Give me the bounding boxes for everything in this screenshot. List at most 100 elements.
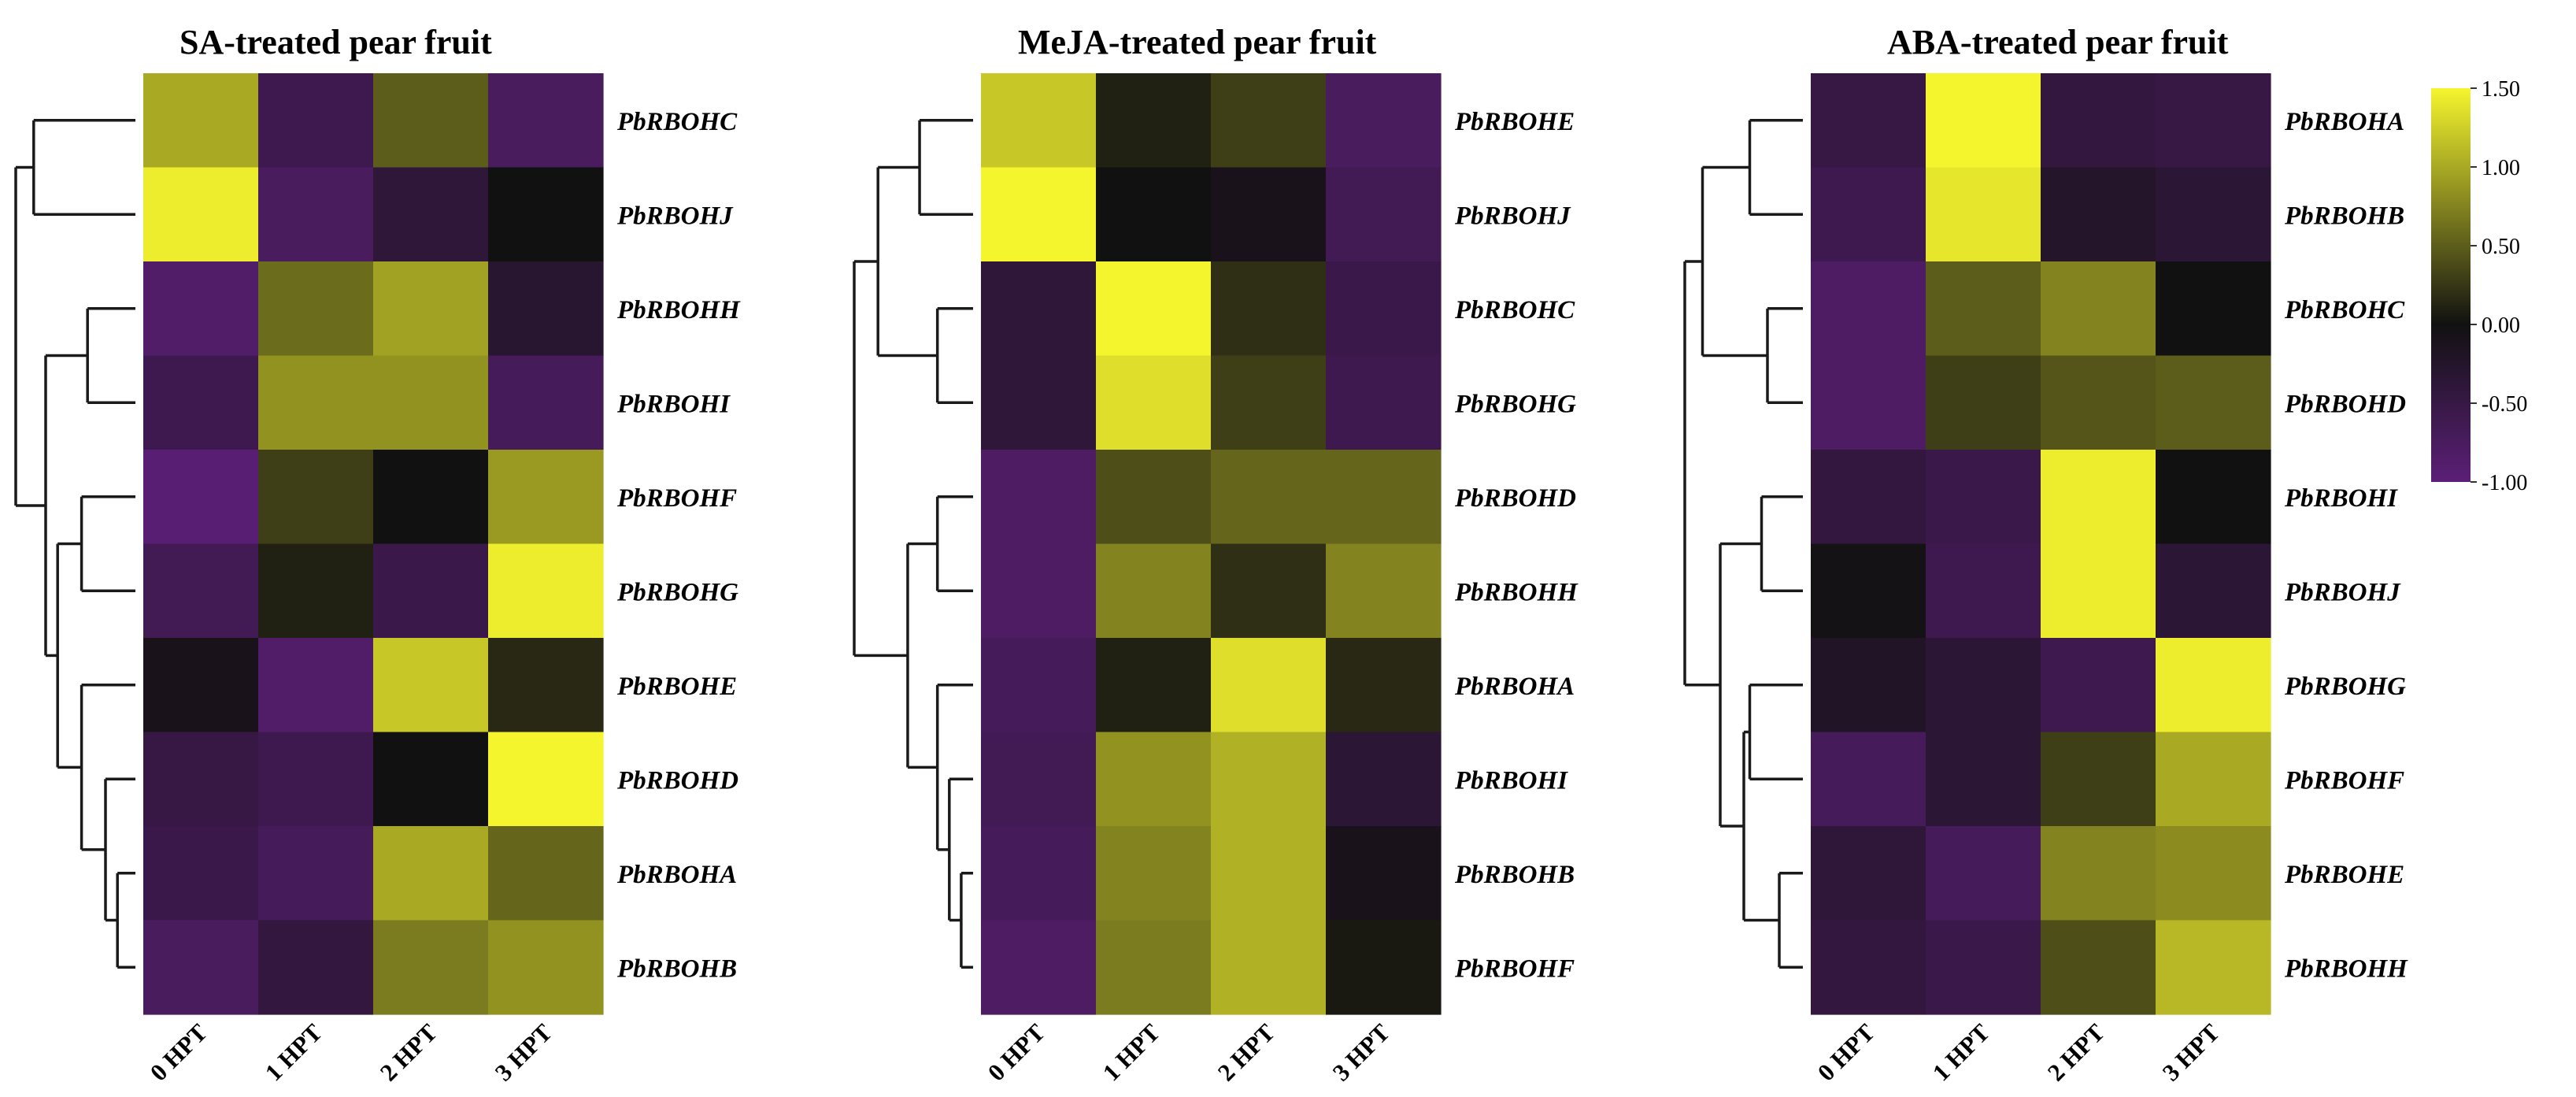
panel1-cell-pbrbohb-0hpt [143, 920, 259, 1015]
panel1-row-label-pbrbohf: PbRBOHF [616, 484, 737, 513]
panel1-col-label-2hpt: 2 HPT [375, 1018, 442, 1086]
panel3-row-label-pbrbohh: PbRBOHH [2284, 954, 2408, 983]
panel2-cell-pbrbohb-1hpt [1096, 826, 1212, 921]
panel3-cell-pbrboha-2hpt [2041, 73, 2156, 169]
panel2-row-label-pbrbohb: PbRBOHB [1454, 861, 1575, 889]
panel2-cell-pbrbohh-3hpt [1326, 543, 1442, 639]
panel1-cell-pbrbohc-0hpt [143, 73, 259, 169]
panel3-cell-pbrbohe-3hpt [2156, 826, 2271, 921]
panel1-row-label-pbrbohe: PbRBOHE [616, 673, 737, 701]
panel2-cell-pbrbohe-2hpt [1211, 73, 1327, 169]
panel1-cell-pbrbohg-2hpt [373, 543, 489, 639]
panel1-cell-pbrbohj-2hpt [373, 167, 489, 262]
panel2-cell-pbrbohf-0hpt [981, 920, 1097, 1015]
panel3-cell-pbrbohj-1hpt [1926, 543, 2041, 639]
panel2-cell-pbrbohe-0hpt [981, 73, 1097, 169]
panel1-cell-pbrboha-3hpt [488, 826, 604, 921]
panel1-cell-pbrbohh-3hpt [488, 261, 604, 357]
panel3-col-label-3hpt: 3 HPT [2157, 1018, 2225, 1086]
panel3-cell-pbrboha-1hpt [1926, 73, 2041, 169]
panel1-cell-pbrbohh-1hpt [258, 261, 374, 357]
panel2-row-label-pbrbohh: PbRBOHH [1454, 578, 1579, 606]
panel1-cell-pbrboha-2hpt [373, 826, 489, 921]
panel3-cell-pbrbohe-1hpt [1926, 826, 2041, 921]
panel1-cell-pbrbohf-2hpt [373, 450, 489, 545]
panel2-cell-pbrboha-2hpt [1211, 638, 1327, 733]
panel2-cell-pbrboha-3hpt [1326, 638, 1442, 733]
panel3-cell-pbrbohc-3hpt [2156, 261, 2271, 357]
panel3-cell-pbrbohb-3hpt [2156, 167, 2271, 262]
panel3-cell-pbrbohd-1hpt [1926, 355, 2041, 450]
panel1-cell-pbrbohi-0hpt [143, 355, 259, 450]
panel1-cell-pbrbohi-1hpt [258, 355, 374, 450]
panel2-cell-pbrbohj-0hpt [981, 167, 1097, 262]
panel2-cell-pbrbohb-2hpt [1211, 826, 1327, 921]
panel1-cell-pbrbohe-1hpt [258, 638, 374, 733]
panel3-col-label-2hpt: 2 HPT [2042, 1018, 2110, 1086]
panel1-row-label-pbrbohg: PbRBOHG [616, 578, 738, 606]
panel2-cell-pbrbohf-1hpt [1096, 920, 1212, 1015]
panel3-cell-pbrbohd-0hpt [1811, 355, 1926, 450]
panel1-cell-pbrbohd-0hpt [143, 732, 259, 827]
panel1-cell-pbrbohi-3hpt [488, 355, 604, 450]
panel1-cell-pbrbohb-1hpt [258, 920, 374, 1015]
panel2-cell-pbrboha-0hpt [981, 638, 1097, 733]
panel2-row-label-pbrbohi: PbRBOHI [1454, 766, 1568, 795]
panel3-cell-pbrbohc-1hpt [1926, 261, 2041, 357]
panel2-cell-pbrbohd-1hpt [1096, 450, 1212, 545]
panel3-row-label-pbrbohf: PbRBOHF [2284, 766, 2404, 795]
panel1-cell-pbrbohd-2hpt [373, 732, 489, 827]
panel2-cell-pbrbohc-3hpt [1326, 261, 1442, 357]
panel1-row-label-pbrbohh: PbRBOHH [616, 296, 741, 324]
panel3-cell-pbrbohf-3hpt [2156, 732, 2271, 827]
panel3-row-label-pbrbohb: PbRBOHB [2284, 202, 2404, 230]
panel2-cell-pbrbohh-0hpt [981, 543, 1097, 639]
panel2-cell-pbrbohc-1hpt [1096, 261, 1212, 357]
panel2-row-label-pbrboha: PbRBOHA [1454, 673, 1575, 701]
panel1-cell-pbrbohd-3hpt [488, 732, 604, 827]
panel3-cell-pbrbohh-1hpt [1926, 920, 2041, 1015]
panel1-cell-pbrbohf-0hpt [143, 450, 259, 545]
panel3-cell-pbrbohi-0hpt [1811, 450, 1926, 545]
panel1-cell-pbrbohe-3hpt [488, 638, 604, 733]
panel2-cell-pbrbohg-2hpt [1211, 355, 1327, 450]
panel3-title: ABA-treated pear fruit [1887, 23, 2229, 61]
panel1-title: SA-treated pear fruit [180, 23, 492, 61]
panel3-cell-pbrbohb-2hpt [2041, 167, 2156, 262]
panel3-row-label-pbrbohi: PbRBOHI [2284, 484, 2398, 513]
panel3-cell-pbrbohg-0hpt [1811, 638, 1926, 733]
legend-tick-label-1: 1.00 [2482, 156, 2520, 180]
panel3-cell-pbrbohb-0hpt [1811, 167, 1926, 262]
panel1-col-label-1hpt: 1 HPT [260, 1018, 328, 1086]
panel2-cell-pbrbohf-3hpt [1326, 920, 1442, 1015]
panel1-cell-pbrbohh-0hpt [143, 261, 259, 357]
panel2-cell-pbrbohj-3hpt [1326, 167, 1442, 262]
panel3-cell-pbrbohe-0hpt [1811, 826, 1926, 921]
panel2-cell-pbrbohd-2hpt [1211, 450, 1327, 545]
panel3-cell-pbrbohf-0hpt [1811, 732, 1926, 827]
panel1-row-label-pbrbohi: PbRBOHI [616, 390, 731, 418]
panel2-cell-pbrbohj-2hpt [1211, 167, 1327, 262]
panel2-cell-pbrbohg-0hpt [981, 355, 1097, 450]
panel3-cell-pbrbohj-3hpt [2156, 543, 2271, 639]
panel1-cell-pbrbohc-3hpt [488, 73, 604, 169]
panel2-cell-pbrbohh-1hpt [1096, 543, 1212, 639]
panel2-title: MeJA-treated pear fruit [1018, 23, 1377, 61]
panel3-cell-pbrbohc-0hpt [1811, 261, 1926, 357]
panel1-row-label-pbrboha: PbRBOHA [616, 861, 737, 889]
panel3-row-label-pbrboha: PbRBOHA [2284, 108, 2404, 136]
panel3-cell-pbrbohd-2hpt [2041, 355, 2156, 450]
panel1-col-label-0hpt: 0 HPT [145, 1018, 213, 1086]
panel2-cell-pbrbohh-2hpt [1211, 543, 1327, 639]
panel1-col-label-3hpt: 3 HPT [490, 1018, 557, 1086]
panel1-cell-pbrbohf-3hpt [488, 450, 604, 545]
legend-tick-label-4: -0.50 [2482, 392, 2527, 417]
panel2-col-label-2hpt: 2 HPT [1212, 1018, 1280, 1086]
panel2-cell-pbrbohc-0hpt [981, 261, 1097, 357]
panel2-cell-pbrbohd-0hpt [981, 450, 1097, 545]
panel1-cell-pbrbohb-3hpt [488, 920, 604, 1015]
panel1-cell-pbrbohe-0hpt [143, 638, 259, 733]
panel2-cell-pbrbohi-0hpt [981, 732, 1097, 827]
panel1-row-label-pbrbohb: PbRBOHB [616, 954, 737, 983]
